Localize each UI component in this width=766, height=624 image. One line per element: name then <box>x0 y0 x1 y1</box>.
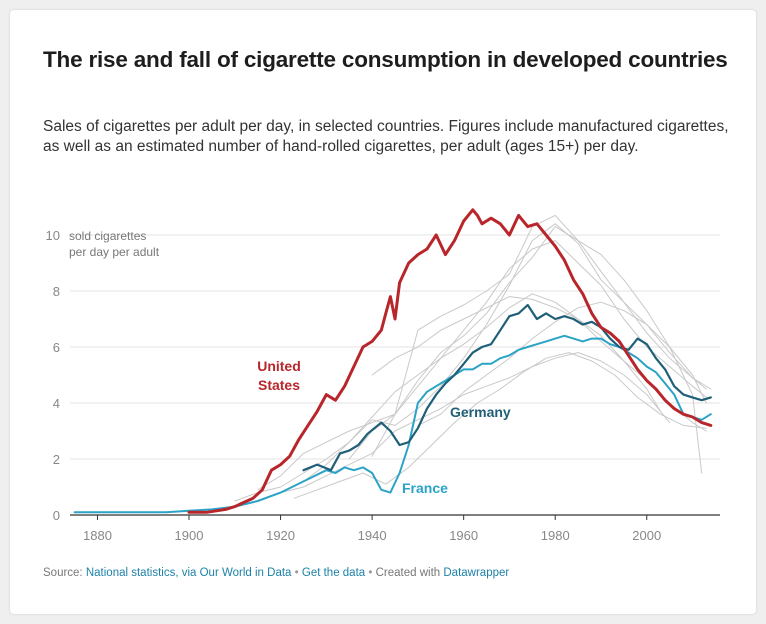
chart-subtitle: Sales of cigarettes per adult per day, i… <box>43 118 729 155</box>
y-tick-label-0: 0 <box>53 508 60 523</box>
series-label-france: France <box>402 480 448 496</box>
separator-dot-2: • <box>368 567 373 579</box>
source-label: Source: <box>43 567 83 579</box>
y-tick-label-8: 8 <box>53 284 60 299</box>
separator-dot-1: • <box>294 567 299 579</box>
series-label-us-line-2: States <box>258 377 300 393</box>
series-line-other-country-a <box>257 240 707 491</box>
x-tick-label-2000: 2000 <box>632 528 661 543</box>
datawrapper-link[interactable]: Datawrapper <box>443 567 510 579</box>
series-line-other-country-g <box>371 296 661 412</box>
created-with-label: Created with <box>375 567 441 579</box>
y-axis-label-line-2: per day per adult <box>69 245 160 259</box>
series-line-other-country-b <box>303 223 707 482</box>
y-tick-label-10: 10 <box>46 228 60 243</box>
y-tick-label-4: 4 <box>53 396 60 411</box>
x-tick-label-1920: 1920 <box>266 528 295 543</box>
x-tick-label-1900: 1900 <box>175 528 204 543</box>
x-tick-label-1980: 1980 <box>541 528 570 543</box>
series-line-other-country-f <box>280 352 671 494</box>
series-label-germany: Germany <box>450 404 511 420</box>
x-tick-label-1960: 1960 <box>449 528 478 543</box>
series-line-germany <box>302 303 712 472</box>
x-tick-label-1940: 1940 <box>358 528 387 543</box>
get-data-link[interactable]: Get the data <box>301 567 366 579</box>
chart-title: The rise and fall of cigarette consumpti… <box>43 47 728 72</box>
y-tick-label-6: 6 <box>53 340 60 355</box>
series-line-other-country-d <box>348 226 703 474</box>
x-tick-label-1880: 1880 <box>83 528 112 543</box>
y-tick-label-2: 2 <box>53 452 60 467</box>
series-line-other-country-h <box>417 301 707 426</box>
series-line-other-country-i <box>293 352 707 499</box>
series-line-france <box>73 334 712 514</box>
series-line-united-states <box>187 208 713 514</box>
series-label-us-line-1: United <box>257 358 301 374</box>
source-link[interactable]: National statistics, via Our World in Da… <box>85 567 292 579</box>
y-axis-label-line-1: sold cigarettes <box>69 229 146 243</box>
footer: Source: National statistics, via Our Wor… <box>43 567 509 579</box>
series-line-other-country-e <box>371 214 712 457</box>
